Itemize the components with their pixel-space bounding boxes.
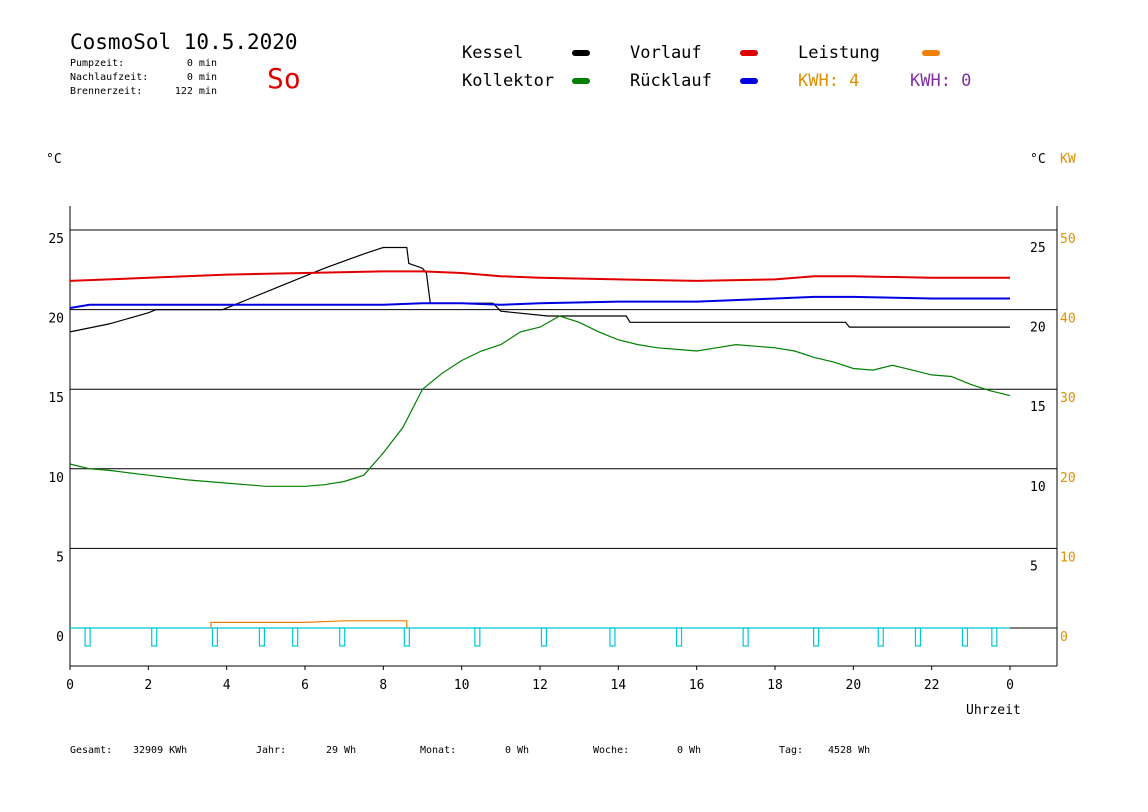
kw-tick-label: 20 <box>1060 471 1076 486</box>
right-tick-label: 20 <box>1030 321 1046 336</box>
left-axis-unit: °C <box>46 152 62 167</box>
series-vorlauf <box>69 270 1010 282</box>
footer-woche-label: Woche: <box>593 745 630 756</box>
pump-pulse <box>151 627 158 647</box>
x-tick-label: 0 <box>66 678 74 693</box>
right-axis-unit-kw: KW <box>1060 152 1076 167</box>
footer-gesamt-label: Gesamt: <box>70 745 113 756</box>
footer-gesamt-value: 32909 KWh <box>133 745 188 756</box>
stat-label-pumpzeit: Pumpzeit: <box>70 58 125 69</box>
x-tick-label: 22 <box>924 678 940 693</box>
pump-pulse <box>609 627 616 647</box>
series-lines <box>69 246 1011 628</box>
right-axis-unit: °C <box>1030 152 1046 167</box>
footer-monat-label: Monat: <box>420 745 457 756</box>
right-tick-label: 5 <box>1030 559 1038 574</box>
legend-vorlauf-label: Vorlauf <box>630 43 702 63</box>
x-tick-label: 10 <box>454 678 470 693</box>
kw-tick-label: 50 <box>1060 232 1076 247</box>
left-tick-label: 15 <box>48 391 64 406</box>
series-ruecklauf <box>69 295 1010 309</box>
x-tick-label: 6 <box>301 678 309 693</box>
kw-tick-label: 40 <box>1060 312 1076 327</box>
stat-value-pumpzeit: 0 min <box>186 58 217 69</box>
pump-pulse <box>813 627 820 647</box>
x-tick-label: 12 <box>532 678 548 693</box>
pump-pulse <box>877 627 884 647</box>
pump-pulse <box>961 627 969 647</box>
pump-pulse <box>339 627 346 647</box>
stat-label-nachlaufzeit: Nachlaufzeit: <box>70 72 149 83</box>
pump-pulse <box>742 627 749 647</box>
axes <box>69 206 1058 670</box>
stat-value-brennerzeit: 122 min <box>174 86 217 97</box>
gridlines <box>70 229 1057 629</box>
footer-jahr-value: 29 Wh <box>326 745 357 756</box>
pump-pulse <box>474 627 481 647</box>
legend-kwh-solar: KWH: 4 <box>798 71 860 91</box>
right-tick-label: 15 <box>1030 400 1046 415</box>
series-leistung <box>210 620 408 628</box>
footer-tag-label: Tag: <box>779 745 804 756</box>
kw-tick-label: 30 <box>1060 391 1076 406</box>
pump-pulse <box>84 627 91 647</box>
day-indicator: So <box>267 62 301 95</box>
pump-pulse <box>675 627 683 647</box>
footer-tag-value: 4528 Wh <box>828 745 871 756</box>
x-tick-label: 2 <box>144 678 152 693</box>
pump-pulse <box>403 627 410 647</box>
left-tick-label: 0 <box>56 630 64 645</box>
pump-pulses <box>70 627 1010 647</box>
left-tick-label: 20 <box>48 312 64 327</box>
legend-leistung-label: Leistung <box>798 43 880 63</box>
x-tick-label: 20 <box>846 678 862 693</box>
pump-pulse <box>211 627 219 647</box>
footer-woche-value: 0 Wh <box>677 745 702 756</box>
page-title: CosmoSol 10.5.2020 <box>70 30 298 54</box>
legend-kwh-burner: KWH: 0 <box>910 71 972 91</box>
pump-pulse <box>258 627 266 647</box>
series-kollektor <box>69 315 1011 487</box>
stat-value-nachlaufzeit: 0 min <box>186 72 217 83</box>
left-tick-label: 5 <box>56 550 64 565</box>
x-tick-label: 8 <box>379 678 387 693</box>
legend-kollektor-label: Kollektor <box>462 71 555 91</box>
left-tick-label: 10 <box>48 471 64 486</box>
x-tick-label: 18 <box>767 678 783 693</box>
legend-kessel-swatch <box>572 50 590 56</box>
stat-label-brennerzeit: Brennerzeit: <box>70 86 143 97</box>
legend-kollektor-swatch <box>572 78 590 84</box>
x-axis-label: Uhrzeit <box>966 703 1021 718</box>
x-tick-label: 0 <box>1006 678 1014 693</box>
series-kessel <box>69 246 1010 333</box>
legend-vorlauf-swatch <box>740 50 758 56</box>
legend-ruecklauf-label: Rücklauf <box>630 71 712 91</box>
pump-pulse <box>914 627 922 647</box>
legend-leistung-swatch <box>922 50 940 56</box>
kw-tick-label: 0 <box>1060 630 1068 645</box>
left-tick-label: 25 <box>48 232 64 247</box>
tick-labels: 0 2 4 6 8 10 12 14 16 18 20 22 025201510502520151055… <box>48 232 1075 693</box>
pump-pulse <box>991 627 998 647</box>
pump-pulse <box>540 627 548 647</box>
legend-kessel-label: Kessel <box>462 43 524 63</box>
footer-monat-value: 0 Wh <box>505 745 530 756</box>
kw-tick-label: 10 <box>1060 550 1076 565</box>
x-tick-label: 16 <box>689 678 705 693</box>
x-tick-label: 14 <box>611 678 627 693</box>
x-tick-label: 4 <box>223 678 231 693</box>
legend-ruecklauf-swatch <box>740 78 758 84</box>
right-tick-label: 10 <box>1030 480 1046 495</box>
pump-pulse <box>292 627 299 647</box>
footer-jahr-label: Jahr: <box>256 745 287 756</box>
right-tick-label: 25 <box>1030 241 1046 256</box>
